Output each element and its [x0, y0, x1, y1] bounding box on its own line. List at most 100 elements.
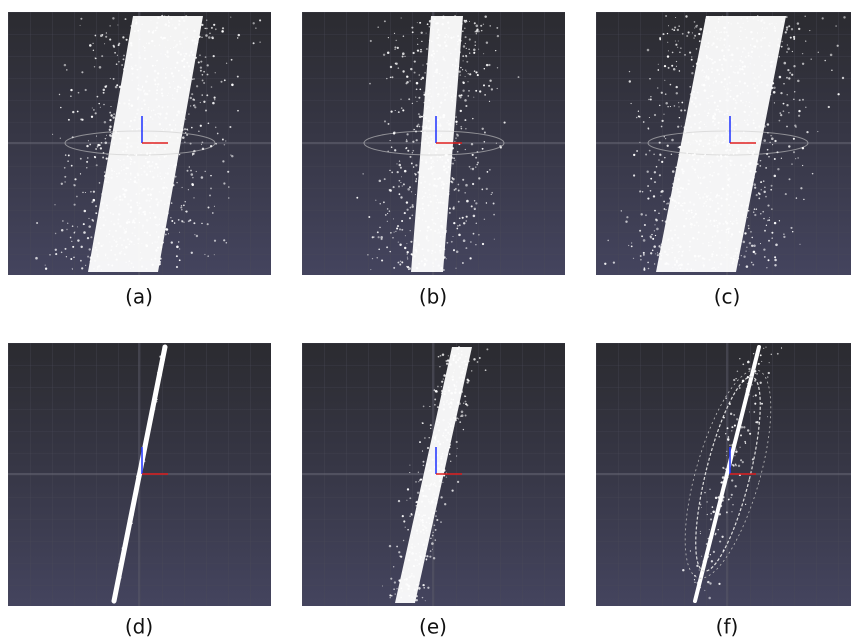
point	[445, 447, 446, 448]
point	[729, 82, 730, 83]
point	[423, 406, 425, 408]
point	[717, 225, 719, 227]
point	[762, 37, 764, 39]
point	[681, 168, 683, 170]
point	[173, 81, 174, 82]
point	[206, 19, 207, 20]
point	[700, 533, 701, 534]
point	[764, 61, 765, 62]
point	[455, 121, 457, 123]
point	[476, 223, 477, 224]
point	[416, 505, 418, 507]
point	[469, 257, 471, 259]
point	[166, 212, 169, 215]
point	[422, 521, 424, 523]
point	[731, 511, 732, 512]
point	[93, 109, 95, 111]
point	[370, 269, 371, 270]
point	[688, 115, 690, 117]
point	[742, 27, 743, 28]
point	[725, 134, 726, 135]
point	[713, 225, 715, 227]
point	[698, 58, 700, 60]
point	[727, 88, 730, 91]
point	[739, 169, 740, 170]
point	[736, 449, 737, 450]
point	[715, 109, 717, 111]
point	[147, 187, 149, 189]
point	[728, 499, 730, 501]
point	[411, 214, 413, 216]
point	[427, 249, 430, 252]
point	[444, 391, 446, 393]
point	[159, 224, 160, 225]
point	[448, 191, 449, 192]
point	[692, 133, 694, 135]
point	[425, 126, 427, 128]
point	[181, 125, 183, 127]
point	[401, 107, 403, 109]
point	[136, 475, 138, 477]
point	[411, 573, 413, 575]
point	[131, 522, 133, 524]
point	[452, 178, 455, 181]
point	[731, 494, 733, 496]
point	[434, 18, 436, 20]
point	[454, 189, 456, 191]
point	[174, 176, 176, 178]
point	[155, 135, 157, 137]
point	[152, 410, 153, 411]
point	[698, 127, 700, 129]
point	[138, 179, 139, 180]
point	[496, 143, 497, 144]
point	[828, 106, 830, 108]
point	[89, 144, 91, 146]
point	[639, 230, 641, 232]
point	[431, 157, 432, 158]
point	[130, 173, 132, 175]
point	[655, 218, 657, 220]
point	[112, 17, 114, 19]
point	[721, 158, 722, 159]
point	[102, 34, 104, 36]
point	[761, 361, 762, 362]
point	[417, 44, 418, 45]
point	[696, 149, 698, 151]
point	[192, 78, 194, 80]
point	[760, 213, 761, 214]
point	[442, 159, 443, 160]
point	[740, 415, 742, 417]
point	[444, 503, 446, 505]
point	[386, 246, 388, 248]
point	[112, 213, 114, 215]
point	[160, 364, 161, 365]
point	[458, 357, 461, 360]
point	[714, 235, 716, 237]
point	[153, 109, 155, 111]
point	[139, 259, 140, 260]
point	[168, 82, 170, 84]
point	[447, 72, 449, 74]
point	[390, 77, 391, 78]
point	[409, 472, 410, 473]
point	[192, 154, 193, 155]
point	[415, 559, 417, 561]
point	[445, 435, 446, 436]
point	[662, 33, 664, 35]
point	[699, 197, 701, 199]
point	[518, 76, 520, 78]
point	[448, 426, 449, 427]
point	[137, 88, 139, 90]
point	[455, 59, 457, 61]
point	[159, 44, 160, 45]
point	[733, 153, 735, 155]
point	[429, 89, 430, 90]
point	[725, 149, 727, 151]
point	[74, 231, 75, 232]
point	[433, 557, 435, 559]
point	[77, 111, 79, 113]
point	[391, 172, 393, 174]
point	[701, 507, 702, 508]
point	[769, 217, 770, 218]
point	[754, 370, 756, 372]
